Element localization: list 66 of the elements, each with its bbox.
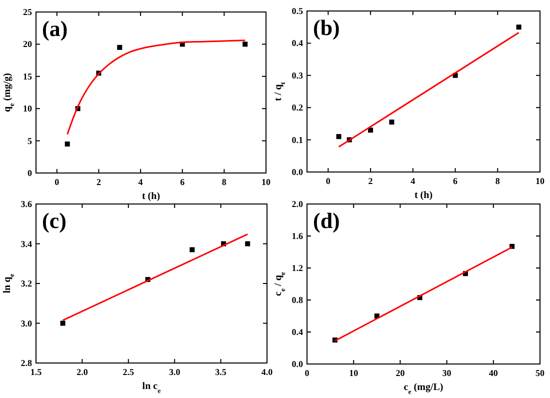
x-tick-label: 10 — [349, 368, 359, 378]
point — [368, 128, 374, 133]
x-axis-title: t (h) — [142, 191, 160, 202]
x-axis-title: c$_{e}$ (mg/L) — [404, 382, 444, 396]
y-tick-label: 20 — [23, 39, 32, 50]
y-tick-label: 2.0 — [292, 199, 304, 209]
point — [117, 44, 122, 50]
y-tick-label: 5 — [28, 136, 32, 146]
y-tick-label: 3.2 — [20, 278, 32, 288]
y-tick-label: 0.8 — [292, 295, 304, 305]
line-series — [66, 40, 246, 136]
x-tick-label: 2 — [96, 177, 102, 187]
x-tick-label: 2.5 — [122, 367, 135, 377]
y-tick-label: 2.8 — [20, 358, 32, 368]
point — [64, 142, 70, 147]
y-tick-label: 0.2 — [292, 102, 304, 113]
y-tick-label: 15 — [23, 71, 32, 82]
x-tick-label: 4 — [410, 176, 416, 186]
point — [245, 241, 250, 246]
y-tick-label: 10 — [23, 104, 32, 114]
y-tick-label: 3.6 — [20, 199, 32, 209]
point — [516, 24, 522, 30]
y-tick-label: 3.0 — [20, 318, 32, 328]
x-tick-label: 0 — [304, 368, 310, 378]
x-tick-label: 10 — [536, 176, 545, 186]
annotation: (b) — [313, 15, 340, 40]
y-tick-label: 0.1 — [292, 134, 304, 145]
point — [242, 42, 248, 47]
point — [389, 120, 394, 125]
x-tick-label: 20 — [396, 368, 406, 378]
x-tick-label: 30 — [442, 368, 452, 378]
y-tick-label: 25 — [23, 7, 32, 17]
annotation: (a) — [42, 16, 68, 41]
x-tick-label: 40 — [488, 368, 498, 378]
point — [60, 320, 66, 326]
x-tick-label: 0 — [326, 176, 331, 186]
x-tick-label: 8 — [222, 177, 227, 187]
x-tick-label: 50 — [536, 368, 545, 378]
y-tick-label: 1.6 — [292, 231, 304, 241]
y-tick-label: 3.4 — [20, 238, 32, 249]
annotation: (c) — [42, 208, 66, 233]
y-tick-label: 1.2 — [292, 263, 304, 273]
x-tick-label: 4.0 — [261, 367, 274, 377]
y-tick-label: 0 — [28, 168, 32, 178]
point — [190, 247, 195, 252]
x-tick-label: 3.5 — [215, 367, 227, 377]
x-tick-label: 8 — [495, 176, 500, 186]
x-tick-label: 6 — [180, 177, 186, 187]
y-tick-label: 0.0 — [292, 359, 304, 369]
x-tick-label: 4 — [138, 177, 144, 187]
y-tick-label: 0.5 — [292, 6, 304, 16]
x-axis-title: ln c$_{e}$ — [142, 381, 161, 395]
x-tick-label: 0 — [54, 177, 60, 187]
y-tick-label: 0.4 — [292, 38, 304, 48]
x-tick-label: 1.5 — [30, 367, 42, 377]
x-tick-label: 3.0 — [168, 367, 181, 377]
x-tick-label: 2 — [368, 176, 374, 186]
y-tick-label: 0.0 — [292, 167, 304, 177]
x-tick-label: 6 — [453, 176, 458, 186]
y-tick-label: 0.4 — [292, 327, 304, 337]
x-tick-label: 10 — [262, 177, 271, 187]
point — [336, 134, 342, 140]
y-tick-label: 0.3 — [292, 70, 304, 80]
x-axis-title: t (h) — [414, 190, 433, 201]
annotation: (d) — [313, 208, 340, 233]
x-tick-label: 2.0 — [76, 367, 88, 377]
